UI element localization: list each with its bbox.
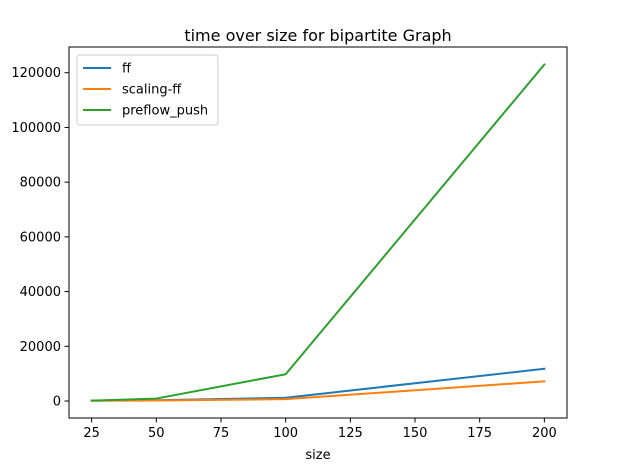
plot-frame [68,46,568,419]
data-point [284,373,287,376]
x-tick-label: 175 [467,426,492,441]
data-point [90,399,93,402]
data-point [543,63,546,66]
data-point [543,380,546,383]
y-tick-label: 20000 [20,340,61,355]
y-tick-label: 60000 [20,230,61,245]
data-point [543,367,546,370]
legend-label: ff [122,62,132,77]
data-point [284,398,287,401]
data-point [155,397,158,400]
x-tick-label: 75 [213,426,230,441]
x-axis-label: size [305,448,330,463]
x-axis-ticks: 25 50 75 100 125 150 175 200 [83,418,557,441]
chart-title: time over size for bipartite Graph [184,26,451,45]
y-tick-label: 100000 [11,121,61,136]
x-tick-label: 50 [148,426,165,441]
x-tick-label: 25 [83,426,100,441]
legend: ff scaling-ff preflow_push [76,54,219,126]
y-axis-ticks: 0 20000 40000 60000 80000 100000 120000 [11,66,69,410]
y-tick-label: 120000 [11,66,61,81]
y-tick-label: 0 [53,395,61,410]
series-line-preflow_push [90,63,546,402]
legend-box [76,54,219,126]
x-tick-label: 150 [403,426,428,441]
legend-label: scaling-ff [122,83,182,98]
x-tick-label: 100 [273,426,298,441]
y-tick-label: 40000 [20,285,61,300]
series-layer [90,63,546,402]
legend-label: preflow_push [122,104,208,119]
y-tick-label: 80000 [20,176,61,191]
series-line-scaling-ff [90,380,546,402]
x-tick-label: 200 [532,426,557,441]
x-tick-label: 125 [338,426,363,441]
